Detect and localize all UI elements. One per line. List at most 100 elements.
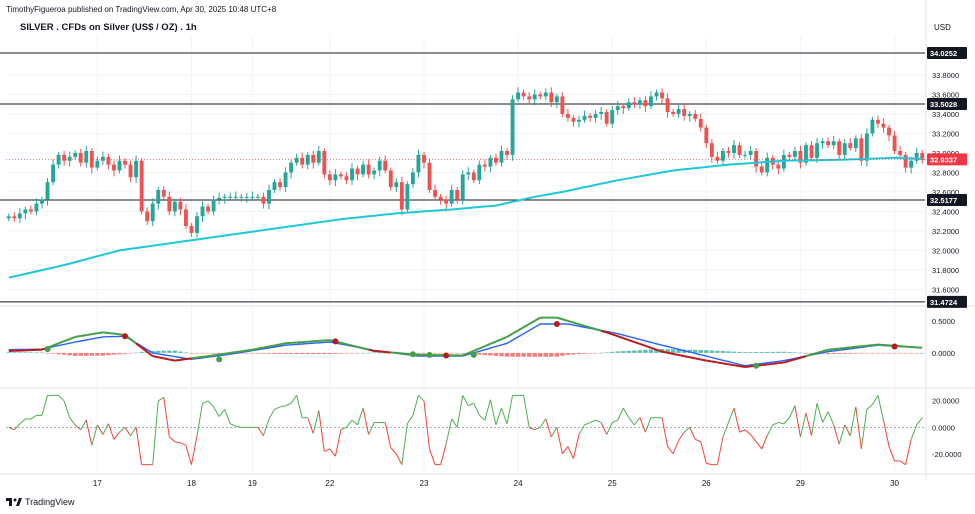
macd-histogram-bar (499, 352, 504, 357)
oscillator-pane (6, 394, 925, 466)
osc-line-segment (589, 419, 596, 423)
macd-histogram-bar (753, 352, 759, 353)
macd-histogram-bar (504, 352, 510, 357)
candle-body (671, 112, 676, 114)
candle-body (477, 164, 482, 181)
candle-body (626, 102, 631, 109)
macd-cross-marker (122, 333, 129, 340)
osc-line-segment (69, 417, 76, 426)
signal-line-segment (473, 347, 480, 352)
macd-cross-marker (443, 352, 450, 359)
signal-line-segment (263, 345, 270, 349)
macd-histogram-bar (216, 352, 222, 354)
signal-line-segment (58, 340, 65, 345)
macd-histogram-bar (765, 351, 770, 353)
osc-line-segment (85, 420, 93, 446)
macd-histogram-bar (648, 349, 654, 353)
macd-histogram-bar (150, 350, 155, 353)
signal-line-segment (97, 331, 104, 335)
macd-histogram-bar (200, 352, 205, 354)
candle-body (56, 154, 61, 165)
brand-footer[interactable]: TradingView (6, 497, 75, 507)
candle-body (139, 160, 144, 212)
osc-line-segment (207, 400, 214, 408)
osc-line-segment (307, 417, 314, 434)
osc-line-segment (412, 395, 419, 416)
signal-line-segment (761, 363, 768, 367)
candle-body (754, 150, 759, 167)
macd-histogram-bar (122, 352, 128, 354)
candle-body (244, 196, 249, 198)
osc-line-segment (888, 446, 896, 462)
macd-histogram-bar (831, 352, 836, 354)
osc-line-segment (102, 423, 109, 435)
level-label-bg (927, 193, 967, 206)
macd-histogram-bar (798, 352, 803, 354)
candle-body (128, 164, 133, 178)
osc-line-segment (479, 414, 486, 421)
time-tick-label: 29 (796, 479, 805, 488)
osc-line-segment (501, 407, 508, 424)
candle-body (815, 143, 819, 158)
osc-line-segment (290, 395, 298, 404)
macd-cross-marker (891, 343, 898, 350)
osc-line-segment (672, 440, 680, 454)
price-tick-label: 33.6000 (932, 90, 959, 99)
signal-line-segment (744, 365, 751, 369)
signal-line-segment (69, 335, 76, 340)
candle-body (637, 100, 642, 105)
candle-body (798, 150, 803, 163)
candle-body (876, 119, 880, 124)
macd-histogram-bar (781, 351, 787, 353)
macd-cross-marker (216, 356, 223, 363)
candle-body (887, 127, 891, 136)
candle-body (820, 141, 825, 144)
candle-body (84, 150, 89, 163)
osc-line-segment (113, 431, 120, 440)
candle-body (676, 109, 681, 114)
osc-line-segment (584, 422, 591, 426)
osc-line-segment (334, 429, 342, 457)
osc-line-segment (462, 395, 469, 406)
candle-body (903, 154, 908, 168)
macd-histogram-bar (698, 350, 704, 353)
signal-line-segment (678, 354, 685, 358)
macd-histogram-bar (416, 352, 421, 354)
signal-line-segment (224, 351, 231, 355)
macd-histogram-bar (482, 352, 488, 356)
signal-line-segment (789, 358, 796, 362)
candle-body (488, 157, 493, 167)
macd-histogram-bar (172, 350, 178, 353)
signal-line-segment (711, 360, 718, 364)
candle-body (482, 164, 487, 167)
candle-body (565, 113, 570, 118)
macd-histogram-bar (327, 352, 333, 355)
osc-line-segment (644, 417, 652, 433)
candle-body (250, 196, 255, 198)
osc-line-segment (163, 397, 170, 438)
level-label-bg (927, 295, 967, 308)
candle-body (621, 106, 626, 109)
candle-body (898, 150, 903, 155)
osc-line-segment (445, 418, 453, 445)
candle-body (45, 182, 50, 200)
signal-line-segment (828, 348, 834, 351)
candle-body (300, 157, 305, 165)
signal-line-segment (866, 344, 873, 347)
time-tick-label: 23 (420, 479, 429, 488)
macd-histogram-bar (886, 352, 892, 354)
signal-line-segment (246, 348, 253, 352)
macd-histogram-bar (587, 352, 593, 354)
osc-line-segment (74, 424, 82, 431)
macd-cross-marker (44, 346, 51, 353)
candle-body (6, 216, 11, 219)
candle-body (405, 184, 410, 210)
price-tick-label: 33.2000 (932, 129, 959, 138)
signal-line-segment (800, 355, 807, 359)
macd-histogram-bar (194, 352, 200, 354)
signal-line-segment (523, 323, 530, 329)
osc-line-segment (772, 422, 779, 426)
candle-body (172, 201, 177, 212)
osc-line-segment (235, 425, 242, 428)
